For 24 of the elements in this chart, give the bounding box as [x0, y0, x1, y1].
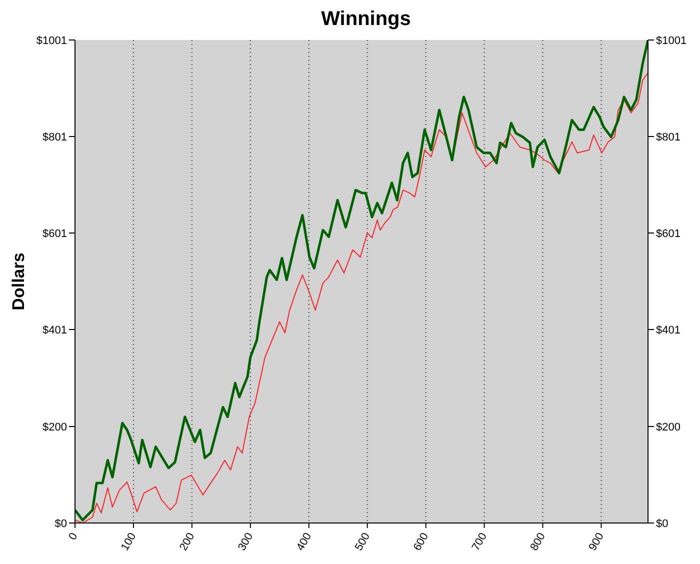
y-tick-label: $401: [42, 324, 67, 336]
x-tick-label: 400: [294, 531, 314, 553]
y-tick-label: $801: [42, 131, 67, 144]
y-axis-title: Dollars: [9, 252, 28, 310]
x-tick-label: 600: [411, 531, 432, 553]
y2-tick-label: $601: [656, 228, 680, 240]
x-tick-label: 700: [470, 531, 490, 553]
y2-tick-label: $200: [656, 421, 680, 434]
x-tick-label: 800: [528, 531, 548, 553]
x-tick-label: 0: [66, 531, 80, 542]
y2-tick-label: $0: [656, 518, 668, 530]
x-tick-label: 300: [236, 531, 256, 553]
y-tick-label: $200: [42, 421, 67, 434]
y-tick-label: $0: [54, 518, 67, 530]
x-tick-label: 500: [352, 531, 373, 553]
y2-tick-label: $1001: [656, 34, 687, 47]
x-tick-label: 900: [586, 531, 606, 553]
y2-tick-label: $801: [656, 131, 680, 144]
chart-title: Winnings: [320, 8, 412, 31]
y-tick-label: $601: [42, 228, 67, 240]
y-tick-label: $1001: [36, 34, 67, 47]
x-tick-label: 100: [119, 531, 139, 553]
x-tick-label: 200: [178, 531, 198, 553]
y2-tick-label: $401: [656, 324, 680, 336]
